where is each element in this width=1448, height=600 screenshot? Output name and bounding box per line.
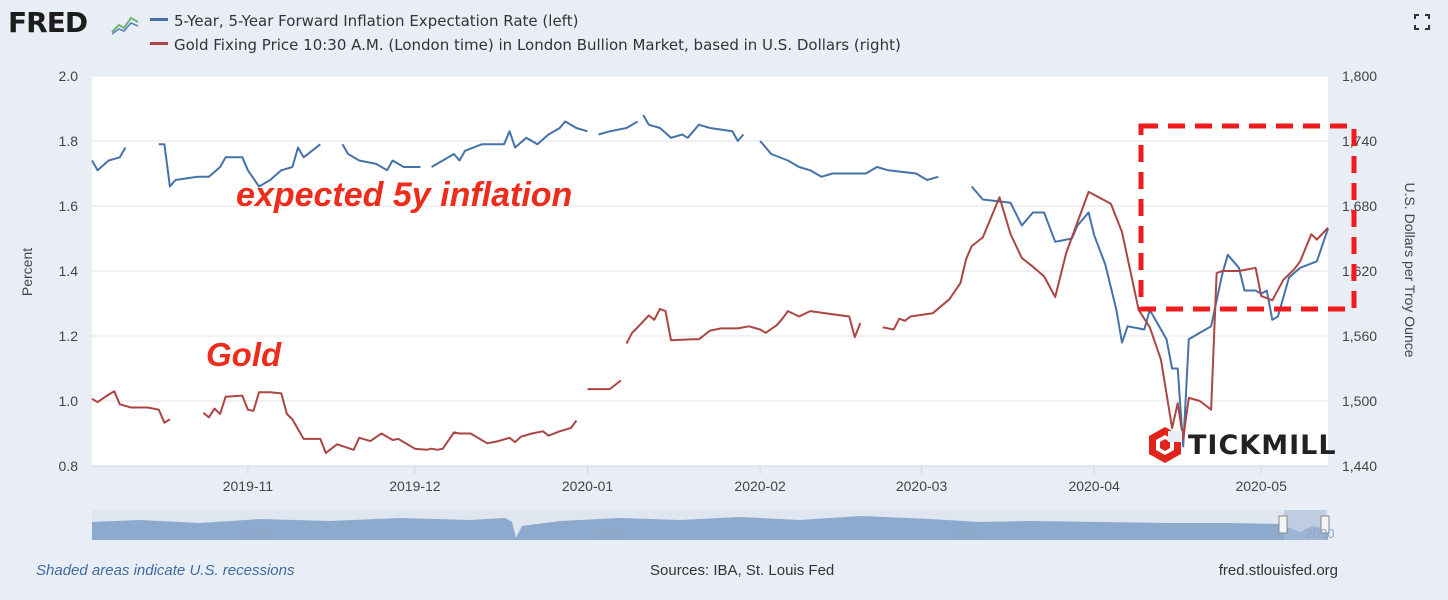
legend-item-gold[interactable]: Gold Fixing Price 10:30 A.M. (London tim… <box>150 36 901 54</box>
navigator-handle-right[interactable] <box>1320 515 1330 534</box>
x-tick-label: 2019-11 <box>223 478 274 494</box>
y-right-tick-label: 1,680 <box>1342 198 1377 214</box>
y-right-tick-label: 1,740 <box>1342 133 1377 149</box>
series-line-inflation[interactable] <box>91 114 1329 448</box>
y-left-tick-label: 1.2 <box>59 328 79 344</box>
navigator-label-2015: 2015 <box>951 526 980 541</box>
x-tick-label: 2020-01 <box>562 478 614 494</box>
range-navigator[interactable]: 2005 2010 2015 2020 <box>92 510 1334 541</box>
navigator-label-2020: 2020 <box>1306 526 1335 541</box>
annotation-inflation: expected 5y inflation <box>236 176 573 214</box>
recession-note: Shaded areas indicate U.S. recessions <box>36 562 295 579</box>
x-tick-label: 2019-12 <box>389 478 441 494</box>
chart-area: 0.8 1.0 1.2 1.4 1.6 1.8 2.0 1,440 1,500 1,560 1,6… <box>19 68 1418 541</box>
x-tick-label: 2020-05 <box>1235 478 1287 494</box>
y-right-tick-label: 1,800 <box>1342 68 1377 84</box>
y-axis-right-label: U.S. Dollars per Troy Ounce <box>1402 182 1418 357</box>
x-tick-label: 2020-03 <box>896 478 948 494</box>
navigator-selection[interactable] <box>1284 510 1326 540</box>
y-right-tick-label: 1,500 <box>1342 393 1377 409</box>
sources-text: Sources: IBA, St. Louis Fed <box>650 562 835 579</box>
y-left-tick-label: 1.0 <box>59 393 79 409</box>
fullscreen-icon[interactable] <box>1414 14 1430 30</box>
chart-header: FRED 5-Year, 5-Year Forward Inflation Ex… <box>0 0 1448 64</box>
y-left-tick-label: 1.8 <box>59 133 79 149</box>
x-tick-label: 2020-04 <box>1068 478 1120 494</box>
fred-logo-text: FRED <box>8 6 88 39</box>
y-axis-right-ticks: 1,440 1,500 1,560 1,620 1,680 1,740 1,800 <box>1342 68 1377 474</box>
gridlines <box>92 75 1328 467</box>
series-line-gold[interactable] <box>91 190 1329 454</box>
navigator-label-2010: 2010 <box>596 526 625 541</box>
x-tick-label: 2020-02 <box>734 478 786 494</box>
annotation-gold: Gold <box>206 336 282 373</box>
series-lines <box>91 114 1329 454</box>
legend-swatch-inflation <box>150 18 168 21</box>
legend-item-inflation[interactable]: 5-Year, 5-Year Forward Inflation Expecta… <box>150 12 578 30</box>
tickmill-icon <box>1149 427 1182 463</box>
y-axis-left-label: Percent <box>19 248 35 296</box>
fred-logo[interactable]: FRED <box>8 6 88 39</box>
tickmill-text: TICKMILL <box>1188 430 1337 461</box>
legend-label-inflation: 5-Year, 5-Year Forward Inflation Expecta… <box>174 12 579 30</box>
source-url[interactable]: fred.stlouisfed.org <box>1218 562 1338 579</box>
y-axis-left-ticks: 0.8 1.0 1.2 1.4 1.6 1.8 2.0 <box>59 68 79 474</box>
navigator-series-shape <box>92 516 1328 540</box>
y-left-tick-label: 2.0 <box>59 68 79 84</box>
legend-label-gold: Gold Fixing Price 10:30 A.M. (London tim… <box>174 36 901 54</box>
highlight-box <box>1138 123 1357 312</box>
y-right-tick-label: 1,620 <box>1342 263 1377 279</box>
y-left-tick-label: 1.4 <box>59 263 79 279</box>
x-axis-ticks: 2019-11 2019-12 2020-01 2020-02 2020-03 2020-… <box>92 465 1328 494</box>
navigator-label-2005: 2005 <box>241 526 270 541</box>
y-right-tick-label: 1,560 <box>1342 328 1377 344</box>
y-right-tick-label: 1,440 <box>1342 458 1377 474</box>
fred-chart-icon <box>110 10 140 36</box>
navigator-handle-left[interactable] <box>1278 515 1288 534</box>
legend-swatch-gold <box>150 42 168 45</box>
y-left-tick-label: 0.8 <box>59 458 79 474</box>
y-left-tick-label: 1.6 <box>59 198 79 214</box>
